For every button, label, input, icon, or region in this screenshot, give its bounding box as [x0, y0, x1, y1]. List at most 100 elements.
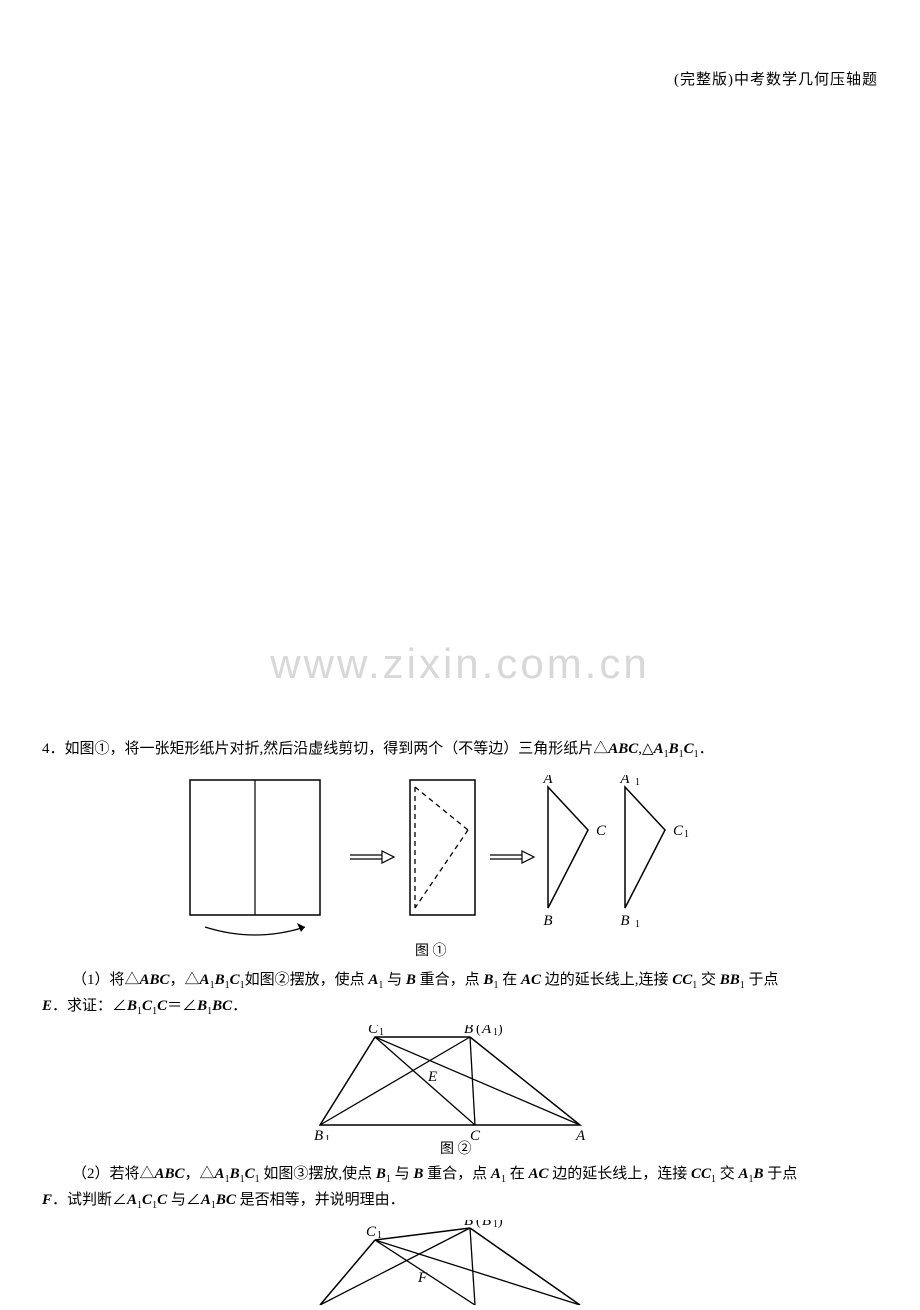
- p1-t5: 重合，点: [420, 972, 480, 988]
- p1-prefix: （1）将△: [72, 972, 140, 988]
- svg-text:(: (: [476, 1025, 481, 1037]
- svg-text:B: B: [620, 913, 629, 929]
- part-1: （1）将△ABC，△A1B1C1如图②摆放，使点 A1 与 B 重合，点 B1 …: [42, 968, 878, 1020]
- triangle-abc: ABC: [608, 741, 638, 757]
- p1-c1: C: [230, 972, 240, 988]
- svg-text:A: A: [619, 775, 630, 787]
- figure-2: C 1 B ( A 1 ) E B 1 C A: [300, 1025, 640, 1145]
- svg-text:A: A: [481, 1025, 492, 1037]
- p1-abc: ABC: [140, 972, 170, 988]
- p2-bbb: B: [754, 1166, 764, 1182]
- intro-comma: ,△: [638, 741, 653, 757]
- p1-prove: ．求证：∠: [52, 998, 127, 1014]
- p1s6: 1: [692, 980, 697, 991]
- p1-t6: 在: [502, 972, 517, 988]
- p1-E: E: [42, 998, 52, 1014]
- p2-t8: 交: [720, 1166, 735, 1182]
- p2-b1: B: [230, 1166, 240, 1182]
- p2-a1b: A: [491, 1166, 501, 1182]
- p1-b: B: [406, 972, 416, 988]
- svg-text:1: 1: [325, 1134, 330, 1140]
- b1: B: [669, 741, 679, 757]
- svg-text:C: C: [366, 1224, 377, 1240]
- p2-prefix: （2）若将△: [72, 1166, 155, 1182]
- watermark: www.zixin.com.cn: [270, 640, 649, 688]
- p2-a1: A: [215, 1166, 225, 1182]
- svg-text:C: C: [596, 823, 607, 839]
- p1-t8: 交: [701, 972, 716, 988]
- part-2: （2）若将△ABC，△A1B1C1 如图③摆放,使点 B1 与 B 重合，点 A…: [42, 1162, 878, 1214]
- p2s4: 1: [386, 1174, 391, 1185]
- svg-text:1: 1: [684, 829, 689, 840]
- figure-1-label: 图 ①: [415, 940, 447, 960]
- p1-a1: A: [200, 972, 210, 988]
- p2s5: 1: [501, 1174, 506, 1185]
- p1-eq: ＝∠: [167, 998, 197, 1014]
- svg-text:1: 1: [635, 919, 640, 930]
- p1-t4: 与: [387, 972, 402, 988]
- svg-text:1: 1: [379, 1027, 384, 1038]
- p2-angle1c: C: [157, 1192, 167, 1208]
- p1-t2: ，△: [170, 972, 200, 988]
- svg-text:F: F: [417, 1270, 428, 1286]
- p2-angle1: A: [127, 1192, 137, 1208]
- p2-t3: 如图③摆放,使点: [263, 1166, 372, 1182]
- svg-text:A: A: [542, 775, 553, 787]
- intro-end: ．: [699, 741, 714, 757]
- svg-text:C: C: [673, 823, 684, 839]
- p1-angle1c: C: [157, 998, 167, 1014]
- p1-b1: B: [215, 972, 225, 988]
- p2-end: 是否相等，并说明理由．: [240, 1192, 405, 1208]
- figure-3: C 1 B ( B 1 ) F: [300, 1220, 640, 1310]
- svg-text:B: B: [482, 1220, 491, 1229]
- p1-b1b: B: [483, 972, 493, 988]
- a1: A: [654, 741, 664, 757]
- p1s7: 1: [740, 980, 745, 991]
- p1-ac: AC: [521, 972, 541, 988]
- p1-end: ．: [232, 998, 247, 1014]
- p1-angle2b: BC: [212, 998, 232, 1014]
- svg-text:A: A: [575, 1128, 586, 1140]
- svg-text:C: C: [470, 1128, 481, 1140]
- p1s5: 1: [493, 980, 498, 991]
- p2-F: F: [42, 1192, 52, 1208]
- svg-text:B: B: [543, 913, 552, 929]
- svg-text:C: C: [368, 1025, 379, 1037]
- p1-a1b: A: [368, 972, 378, 988]
- p2-judge: ．试判断∠: [52, 1192, 127, 1208]
- svg-text:B: B: [464, 1220, 473, 1229]
- p2-angle1b: C: [142, 1192, 152, 1208]
- p2-t4: 与: [395, 1166, 410, 1182]
- p2-angle2: A: [201, 1192, 211, 1208]
- p2-b1b: B: [376, 1166, 386, 1182]
- p2-b: B: [413, 1166, 423, 1182]
- p1-cc1: CC: [672, 972, 692, 988]
- p1s4: 1: [378, 980, 383, 991]
- p2-t2: ，△: [185, 1166, 215, 1182]
- p1-angle1b: C: [142, 998, 152, 1014]
- p2s3: 1: [255, 1174, 260, 1185]
- c1: C: [684, 741, 694, 757]
- svg-text:): ): [498, 1025, 503, 1037]
- p2-t7: 边的延长线上，连接: [552, 1166, 687, 1182]
- svg-text:E: E: [427, 1069, 437, 1085]
- p2-t6: 在: [510, 1166, 525, 1182]
- p1-t3: 如图②摆放，使点: [245, 972, 365, 988]
- p1-t9: 于点: [749, 972, 779, 988]
- svg-text:B: B: [314, 1128, 323, 1140]
- p1-angle2: B: [197, 998, 207, 1014]
- p1-t7: 边的延长线上,连接: [545, 972, 669, 988]
- svg-text:B: B: [464, 1025, 473, 1037]
- p2-c1: C: [245, 1166, 255, 1182]
- svg-text:1: 1: [635, 777, 640, 788]
- p2-t9: 于点: [767, 1166, 797, 1182]
- p2-angle2b: BC: [216, 1192, 236, 1208]
- svg-text:1: 1: [377, 1230, 382, 1241]
- svg-text:): ): [498, 1220, 503, 1229]
- intro-text: 4．如图①，将一张矩形纸片对折,然后沿虚线剪切，得到两个（不等边）三角形纸片△: [42, 741, 608, 757]
- p2-ac: AC: [528, 1166, 548, 1182]
- p2s6: 1: [711, 1174, 716, 1185]
- p1-bb1: BB: [720, 972, 740, 988]
- figure-2-label: 图 ②: [440, 1138, 472, 1158]
- p2-t5: 重合，点: [427, 1166, 487, 1182]
